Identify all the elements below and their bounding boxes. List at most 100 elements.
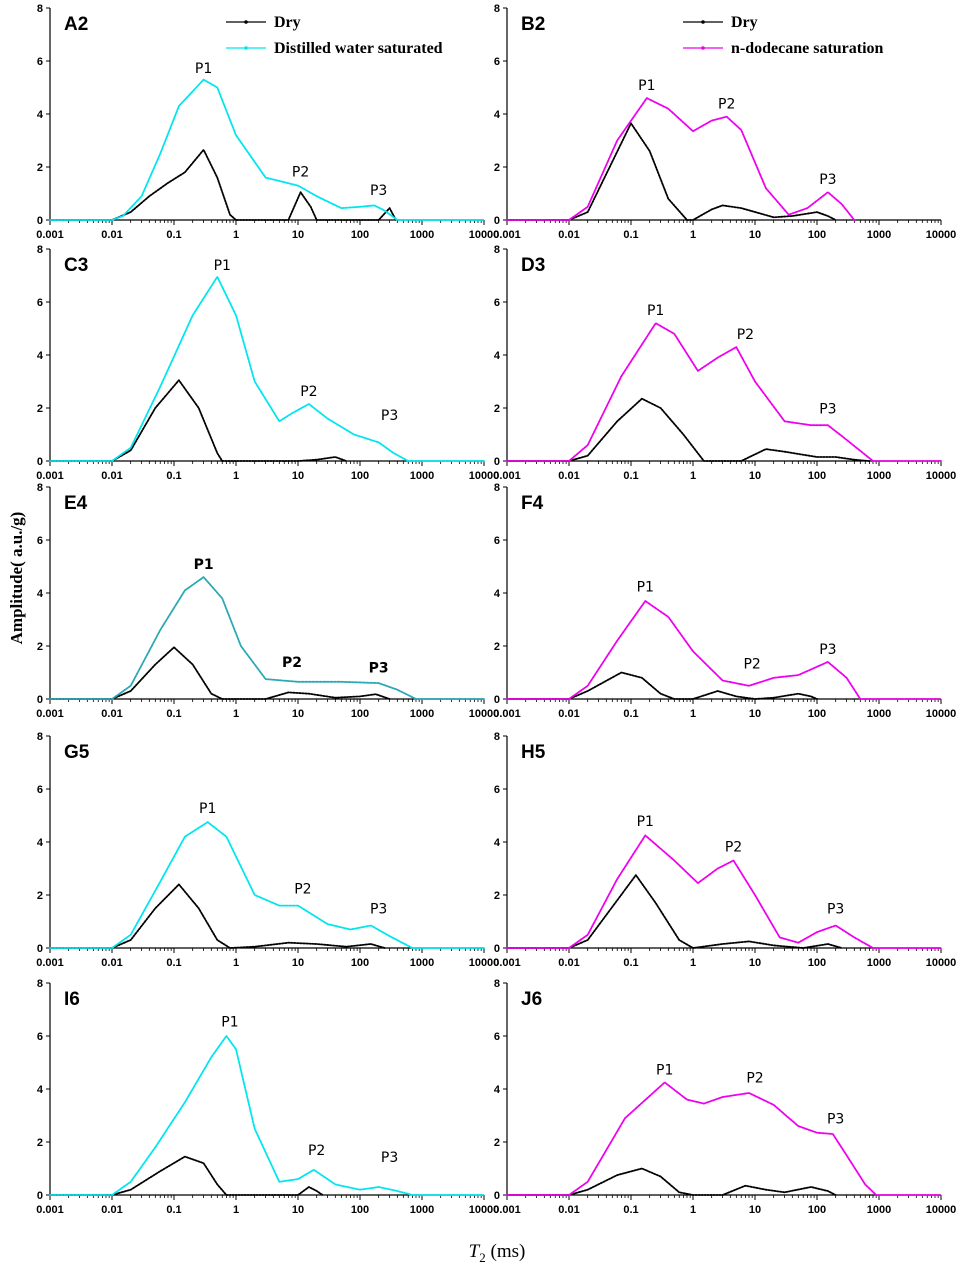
x-tick-label: 10 xyxy=(749,708,761,720)
x-tick-label: 1 xyxy=(233,470,239,482)
x-tick-label: 0.001 xyxy=(36,470,64,482)
x-tick-label: 0.1 xyxy=(623,957,638,969)
panel-H5: 0 2 4 6 8 0.001 0.01 0.1 1 10 100 1000 10000 H5 P1 P2 P3 xyxy=(493,731,956,969)
x-tick-label: 1 xyxy=(690,708,696,720)
peak-label-p3: P3 xyxy=(370,902,387,918)
y-tick-label: 8 xyxy=(37,3,43,15)
peak-label-p1: P1 xyxy=(194,557,214,573)
legend-label: Dry xyxy=(731,14,758,31)
y-tick-label: 0 xyxy=(37,943,43,955)
peak-label-p1: P1 xyxy=(195,61,212,77)
x-tick-label: 0.001 xyxy=(36,229,64,241)
x-tick-label: 10000 xyxy=(469,470,500,482)
series-line-dry xyxy=(49,1155,324,1196)
y-tick-label: 2 xyxy=(494,641,500,653)
x-tick-label: 1 xyxy=(233,1204,239,1216)
y-tick-label: 2 xyxy=(37,1137,43,1149)
y-tick-label: 8 xyxy=(37,731,43,743)
x-tick-label: 10000 xyxy=(469,1204,500,1216)
x-tick-label: 0.1 xyxy=(623,229,638,241)
x-tick-label: 0.01 xyxy=(101,229,122,241)
x-tick-label: 1000 xyxy=(410,1204,434,1216)
x-tick-label: 10000 xyxy=(926,957,957,969)
x-tick-label: 10000 xyxy=(469,708,500,720)
peak-label-p2: P2 xyxy=(282,655,302,671)
peak-label-p2: P2 xyxy=(294,882,311,898)
x-tick-label: 1 xyxy=(690,1204,696,1216)
x-tick-label: 10000 xyxy=(926,470,957,482)
x-tick-label: 1000 xyxy=(867,708,891,720)
y-tick-label: 0 xyxy=(37,456,43,468)
series-line-saturated xyxy=(49,275,485,462)
x-tick-label: 1 xyxy=(233,957,239,969)
peak-label-p1: P1 xyxy=(638,78,655,94)
x-tick-label: 0.01 xyxy=(101,957,122,969)
peak-label-p2: P2 xyxy=(292,164,309,180)
x-tick-label: 0.01 xyxy=(101,470,122,482)
peak-label-p1: P1 xyxy=(199,801,216,817)
x-axis-label: T2 (ms) xyxy=(469,1241,526,1264)
x-tick-label: 1000 xyxy=(867,229,891,241)
y-tick-label: 2 xyxy=(494,403,500,415)
y-tick-label: 6 xyxy=(37,784,43,796)
legend-marker xyxy=(701,20,705,24)
series-line-dry xyxy=(49,379,348,462)
x-tick-label: 10 xyxy=(749,1204,761,1216)
y-tick-label: 0 xyxy=(37,694,43,706)
x-tick-label: 10000 xyxy=(926,708,957,720)
y-tick-label: 4 xyxy=(37,350,44,362)
x-tick-label: 1000 xyxy=(410,957,434,969)
y-tick-label: 2 xyxy=(494,1137,500,1149)
x-tick-label: 10000 xyxy=(926,1204,957,1216)
x-tick-label: 100 xyxy=(808,229,826,241)
panel-label: E4 xyxy=(64,493,88,514)
y-tick-label: 4 xyxy=(37,837,44,849)
x-tick-label: 100 xyxy=(351,1204,369,1216)
x-tick-label: 0.01 xyxy=(558,470,579,482)
x-tick-label: 1 xyxy=(690,957,696,969)
x-tick-label: 10 xyxy=(292,957,304,969)
x-tick-label: 0.1 xyxy=(166,957,181,969)
x-tick-label: 100 xyxy=(808,1204,826,1216)
y-tick-label: 4 xyxy=(37,109,44,121)
series-line-saturated xyxy=(49,78,485,221)
y-tick-label: 8 xyxy=(494,731,500,743)
peak-label-p2: P2 xyxy=(300,384,317,400)
y-tick-label: 6 xyxy=(494,535,500,547)
series-line-dry xyxy=(506,874,843,949)
series-line-saturated xyxy=(506,834,942,949)
x-tick-label: 10 xyxy=(292,708,304,720)
x-tick-label: 0.1 xyxy=(623,1204,638,1216)
y-axis-label: Amplitude( a.u./g) xyxy=(7,512,26,645)
y-tick-label: 6 xyxy=(494,56,500,68)
x-tick-label: 1 xyxy=(233,229,239,241)
x-tick-label: 0.01 xyxy=(558,1204,579,1216)
y-tick-label: 2 xyxy=(494,890,500,902)
x-tick-label: 100 xyxy=(351,957,369,969)
x-tick-label: 10000 xyxy=(469,229,500,241)
peak-label-p2: P2 xyxy=(308,1143,325,1159)
x-tick-label: 100 xyxy=(808,708,826,720)
panel-label: C3 xyxy=(64,255,88,276)
x-tick-label: 1000 xyxy=(410,708,434,720)
y-tick-label: 0 xyxy=(494,1190,500,1202)
x-tick-label: 0.001 xyxy=(493,470,521,482)
x-tick-label: 10 xyxy=(749,229,761,241)
y-tick-label: 8 xyxy=(494,482,500,494)
x-tick-label: 0.01 xyxy=(558,957,579,969)
y-tick-label: 6 xyxy=(37,56,43,68)
x-tick-label: 10000 xyxy=(926,229,957,241)
y-tick-label: 2 xyxy=(37,403,43,415)
y-tick-label: 4 xyxy=(37,1084,44,1096)
x-tick-label: 0.001 xyxy=(36,1204,64,1216)
panel-label: A2 xyxy=(64,14,88,35)
legend-marker xyxy=(244,46,248,50)
x-tick-label: 100 xyxy=(808,957,826,969)
panel-D3: 0 2 4 6 8 0.001 0.01 0.1 1 10 100 1000 10000 D3 P1 P2 P3 xyxy=(493,244,956,482)
peak-label-p3: P3 xyxy=(381,408,398,424)
peak-label-p2: P2 xyxy=(737,327,754,343)
peak-label-p3: P3 xyxy=(827,902,844,918)
panel-label: F4 xyxy=(521,493,544,514)
series-line-dry xyxy=(49,148,397,221)
y-tick-label: 8 xyxy=(37,482,43,494)
